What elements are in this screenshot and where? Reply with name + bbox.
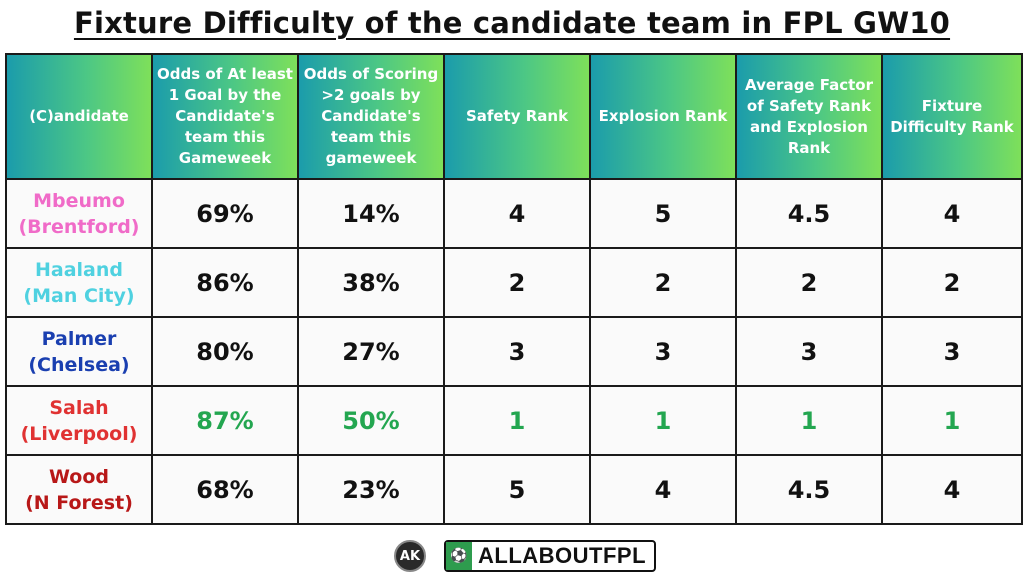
header-fixture-difficulty-rank: Fixture Difficulty Rank bbox=[881, 53, 1023, 180]
odds-one-goal-cell: 86% bbox=[151, 247, 299, 318]
average-factor-cell: 3 bbox=[735, 316, 883, 387]
explosion-rank-cell: 1 bbox=[589, 385, 737, 456]
candidate-team: (Man City) bbox=[23, 284, 135, 307]
header-row: (C)andidate Odds of At least 1 Goal by t… bbox=[5, 53, 1023, 180]
odds-one-goal-cell: 87% bbox=[151, 385, 299, 456]
explosion-rank-cell: 4 bbox=[589, 454, 737, 525]
odds-one-goal-cell: 80% bbox=[151, 316, 299, 387]
safety-rank-cell: 2 bbox=[443, 247, 591, 318]
candidate-cell: Wood (N Forest) bbox=[5, 454, 153, 525]
safety-rank-cell: 1 bbox=[443, 385, 591, 456]
odds-two-goals-cell: 23% bbox=[297, 454, 445, 525]
ak-logo-icon: AK bbox=[394, 540, 426, 572]
header-candidate: (C)andidate bbox=[5, 53, 153, 180]
header-safety-rank: Safety Rank bbox=[443, 53, 591, 180]
candidate-team: (Brentford) bbox=[18, 215, 140, 238]
average-factor-cell: 4.5 bbox=[735, 178, 883, 249]
brand-name: ALLABOUTFPL bbox=[478, 543, 647, 568]
fixture-difficulty-rank-cell: 4 bbox=[881, 178, 1023, 249]
safety-rank-cell: 5 bbox=[443, 454, 591, 525]
explosion-rank-cell: 5 bbox=[589, 178, 737, 249]
footer: AK ⚽ ALLABOUTFPL bbox=[394, 540, 657, 572]
candidate-cell: Salah (Liverpool) bbox=[5, 385, 153, 456]
fixture-difficulty-rank-cell: 3 bbox=[881, 316, 1023, 387]
table-row: Haaland (Man City) 86% 38% 2 2 2 2 bbox=[5, 247, 1023, 318]
candidate-name: Mbeumo bbox=[33, 189, 125, 212]
safety-rank-cell: 3 bbox=[443, 316, 591, 387]
candidate-name: Haaland bbox=[34, 258, 123, 281]
table-row: Palmer (Chelsea) 80% 27% 3 3 3 3 bbox=[5, 316, 1023, 387]
safety-rank-cell: 4 bbox=[443, 178, 591, 249]
header-explosion-rank: Explosion Rank bbox=[589, 53, 737, 180]
odds-one-goal-cell: 68% bbox=[151, 454, 299, 525]
odds-two-goals-cell: 27% bbox=[297, 316, 445, 387]
candidate-cell: Palmer (Chelsea) bbox=[5, 316, 153, 387]
candidate-team: (Chelsea) bbox=[28, 353, 130, 376]
average-factor-cell: 2 bbox=[735, 247, 883, 318]
allaboutfpl-logo: ⚽ ALLABOUTFPL bbox=[444, 540, 657, 572]
header-odds-two-goals: Odds of Scoring >2 goals by Candidate's … bbox=[297, 53, 445, 180]
fixture-difficulty-rank-cell: 2 bbox=[881, 247, 1023, 318]
average-factor-cell: 1 bbox=[735, 385, 883, 456]
candidate-name: Palmer bbox=[41, 327, 117, 350]
header-average-factor: Average Factor of Safety Rank and Explos… bbox=[735, 53, 883, 180]
candidate-team: (N Forest) bbox=[25, 491, 133, 514]
candidate-name: Salah bbox=[49, 396, 109, 419]
table-row: Salah (Liverpool) 87% 50% 1 1 1 1 bbox=[5, 385, 1023, 456]
candidate-team: (Liverpool) bbox=[20, 422, 138, 445]
header-odds-one-goal: Odds of At least 1 Goal by the Candidate… bbox=[151, 53, 299, 180]
table-row: Wood (N Forest) 68% 23% 5 4 4.5 4 bbox=[5, 454, 1023, 525]
average-factor-cell: 4.5 bbox=[735, 454, 883, 525]
fixture-difficulty-rank-cell: 4 bbox=[881, 454, 1023, 525]
page-title: Fixture Difficulty of the candidate team… bbox=[73, 6, 951, 40]
explosion-rank-cell: 3 bbox=[589, 316, 737, 387]
candidate-cell: Haaland (Man City) bbox=[5, 247, 153, 318]
candidate-cell: Mbeumo (Brentford) bbox=[5, 178, 153, 249]
odds-two-goals-cell: 50% bbox=[297, 385, 445, 456]
football-field-icon: ⚽ bbox=[446, 542, 472, 570]
candidate-name: Wood bbox=[49, 465, 109, 488]
explosion-rank-cell: 2 bbox=[589, 247, 737, 318]
odds-one-goal-cell: 69% bbox=[151, 178, 299, 249]
odds-two-goals-cell: 38% bbox=[297, 247, 445, 318]
table-row: Mbeumo (Brentford) 69% 14% 4 5 4.5 4 bbox=[5, 178, 1023, 249]
fixture-difficulty-table: (C)andidate Odds of At least 1 Goal by t… bbox=[5, 53, 1023, 525]
fixture-difficulty-rank-cell: 1 bbox=[881, 385, 1023, 456]
odds-two-goals-cell: 14% bbox=[297, 178, 445, 249]
